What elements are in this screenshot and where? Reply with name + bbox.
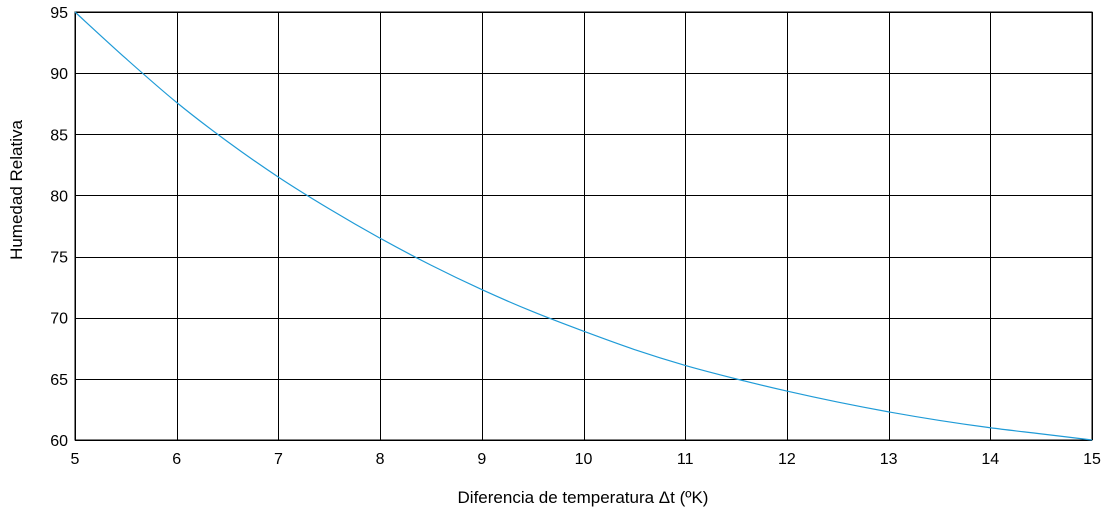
grid: [75, 12, 1093, 441]
x-tick-label: 14: [981, 451, 999, 468]
x-tick-label: 13: [880, 451, 898, 468]
x-tick-label: 15: [1083, 451, 1101, 468]
y-tick-label: 70: [50, 311, 68, 328]
x-tick-label: 8: [376, 451, 385, 468]
x-tick-label: 6: [172, 451, 181, 468]
y-tick-label: 80: [50, 188, 68, 205]
x-tick-labels: 5 6 7 8 9 10 11 12 13 14 15: [71, 451, 1101, 468]
y-tick-label: 95: [50, 5, 68, 22]
plot-area: [74, 11, 1093, 441]
x-tick-label: 10: [575, 451, 593, 468]
x-tick-label: 5: [71, 451, 80, 468]
x-axis-title: Diferencia de temperatura Δt (ºK): [458, 488, 709, 507]
x-tick-label: 12: [778, 451, 796, 468]
y-tick-label: 85: [50, 127, 68, 144]
x-tick-label: 7: [274, 451, 283, 468]
y-tick-label: 65: [50, 372, 68, 389]
y-axis-title: Humedad Relativa: [7, 120, 26, 260]
y-tick-label: 90: [50, 66, 68, 83]
x-tick-label: 9: [477, 451, 486, 468]
series-line: [74, 11, 1093, 441]
y-tick-label: 75: [50, 250, 68, 267]
x-tick-label: 11: [677, 451, 694, 468]
y-tick-label: 60: [50, 433, 68, 450]
y-tick-labels: 60 65 70 75 80 85 90 95: [50, 5, 68, 450]
